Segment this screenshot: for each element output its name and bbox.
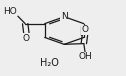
Text: H₂O: H₂O xyxy=(40,58,59,68)
Text: O: O xyxy=(23,34,30,43)
Text: OH: OH xyxy=(78,52,92,61)
Text: N: N xyxy=(61,12,68,21)
Text: HO: HO xyxy=(4,7,17,16)
Text: O: O xyxy=(82,25,89,34)
